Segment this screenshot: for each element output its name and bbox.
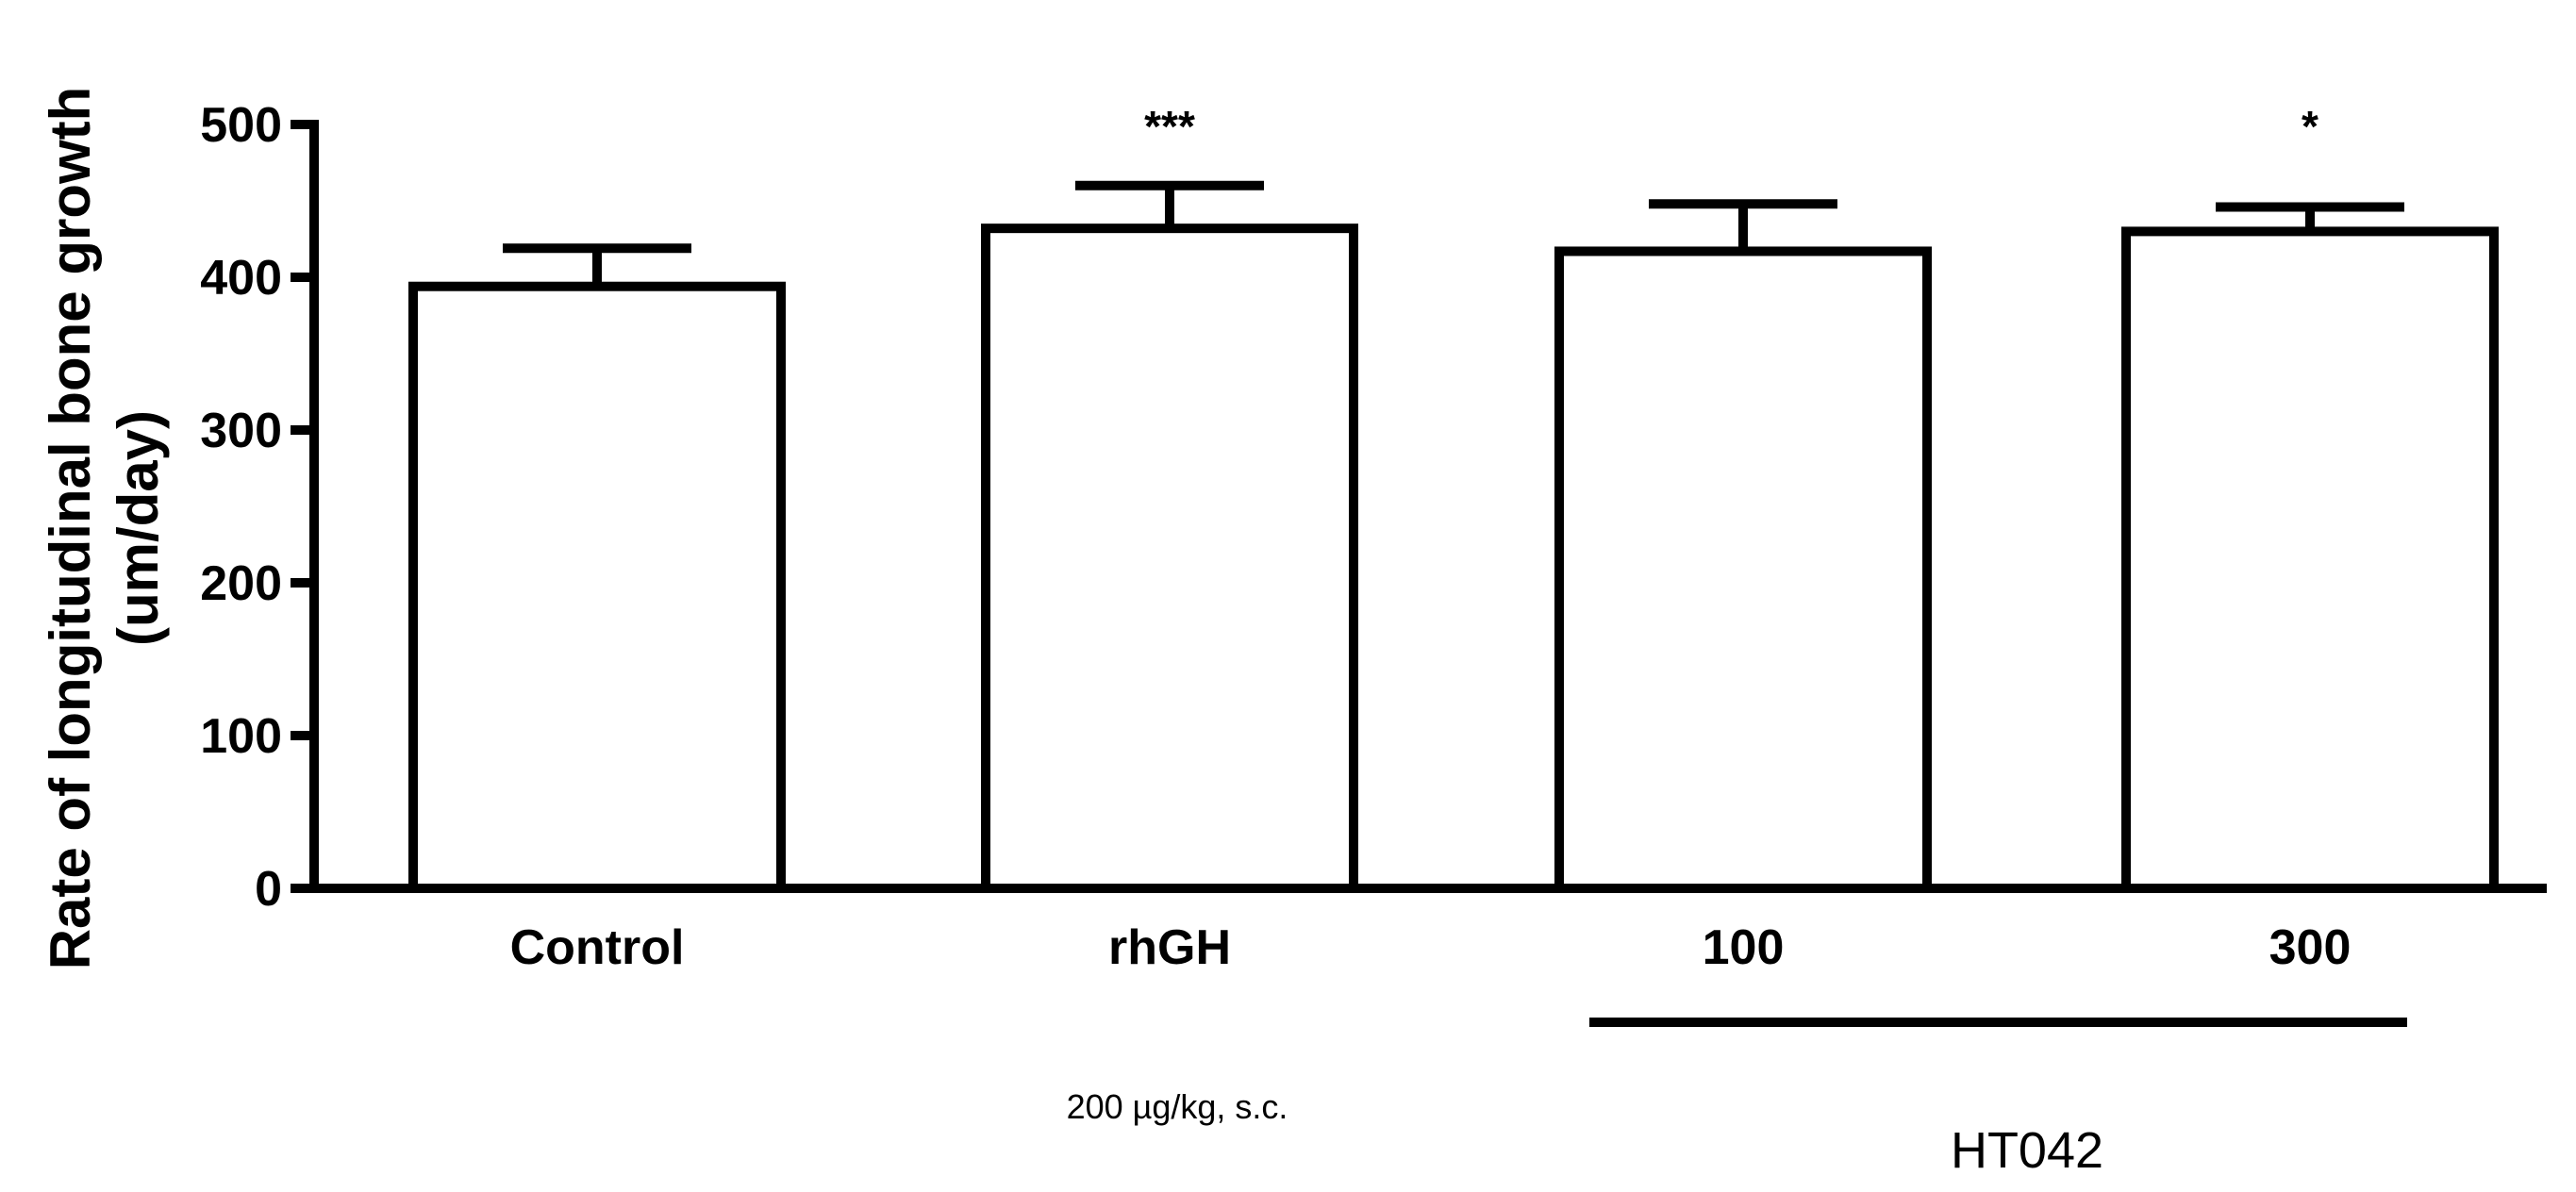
y-tick-label: 300 — [200, 404, 282, 458]
y-ticks: 0 100 200 300 400 500 — [200, 98, 314, 917]
y-tick-label: 200 — [200, 556, 282, 611]
significance-marker: * — [2302, 102, 2318, 151]
significance-marker: *** — [1144, 102, 1195, 151]
y-tick-label: 100 — [200, 709, 282, 764]
bar — [981, 224, 1358, 894]
y-tick-label: 500 — [200, 98, 282, 153]
y-tick-label: 400 — [200, 251, 282, 306]
bar — [2121, 226, 2499, 893]
rhgh-dose-annotation: 200 µg/kg, s.c. — [1067, 1087, 1288, 1126]
category-label: rhGH — [1108, 920, 1231, 975]
bars — [408, 224, 2499, 894]
bar — [408, 281, 786, 894]
category-label: 100 — [1703, 920, 1785, 975]
y-axis-label-line-2: (um/day) — [107, 410, 170, 646]
y-axis-label-line-1: Rate of longitudinal bone growth — [39, 87, 102, 970]
ht042-group-label: HT042 — [1951, 1122, 2103, 1179]
bar — [1554, 246, 1932, 893]
y-axis-label: Rate of longitudinal bone growth (um/day… — [39, 87, 170, 970]
error-bars — [503, 180, 2404, 287]
category-label: Control — [510, 920, 685, 975]
significance-markers: *** * — [1144, 102, 2318, 151]
y-tick-label: 0 — [255, 862, 282, 917]
category-labels: Control rhGH 100 300 — [510, 920, 2352, 975]
category-label: 300 — [2269, 920, 2352, 975]
